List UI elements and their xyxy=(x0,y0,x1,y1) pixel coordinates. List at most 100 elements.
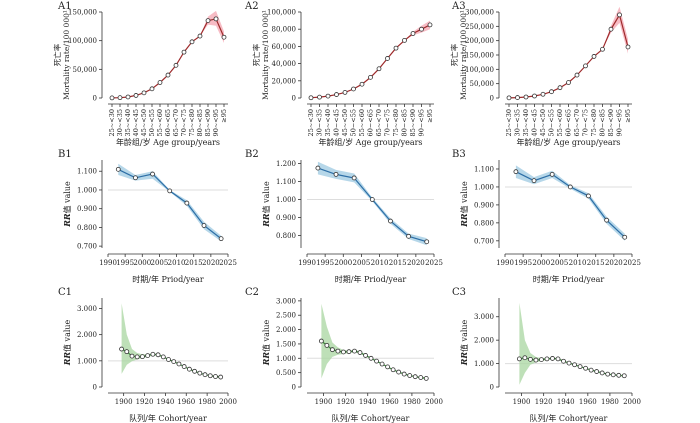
data-point xyxy=(115,166,121,172)
data-point xyxy=(516,356,522,362)
y-tick-label: 50,000 xyxy=(470,80,495,88)
y-tick-label: 80,000 xyxy=(272,26,297,34)
y-axis-label-rest: 值 value xyxy=(62,319,72,352)
x-tick-label: 1960 xyxy=(579,398,597,406)
panel-label: C1 xyxy=(58,287,72,298)
data-point xyxy=(528,356,533,362)
x-tick-label: 65~<70 xyxy=(375,109,383,136)
x-tick-label: 25~<30 xyxy=(108,109,116,136)
y-tick-label: 200,000 xyxy=(465,37,494,45)
x-tick-label: 2000 xyxy=(219,398,237,406)
x-tick-label: 2000 xyxy=(334,259,352,267)
data-point xyxy=(133,93,139,98)
y-tick-label: 0.800 xyxy=(77,224,97,232)
data-point xyxy=(550,356,555,361)
y-tick-label: 0.500 xyxy=(276,369,296,377)
x-axis-label: 时期/年 Priod/year xyxy=(132,274,204,284)
x-tick-label: 2025 xyxy=(425,259,443,267)
data-point xyxy=(160,354,166,360)
data-point xyxy=(412,374,418,380)
data-point xyxy=(419,26,424,32)
data-point xyxy=(213,16,219,22)
data-point xyxy=(165,72,171,78)
x-tick-label: 1980 xyxy=(601,398,619,406)
y-tick-label: 60,000 xyxy=(272,43,297,51)
y-tick-label: 100,000 xyxy=(68,37,97,45)
x-axis-label: 年龄组/岁 Age group/years xyxy=(116,137,220,147)
y-axis-label-rest: 值 value xyxy=(62,181,72,214)
x-tick-label: 2025 xyxy=(623,259,641,267)
series-line xyxy=(310,24,431,99)
data-point xyxy=(315,165,321,171)
x-tick-label: 90~<95 xyxy=(418,109,426,136)
x-tick-label: 90~<95 xyxy=(212,109,220,136)
confidence-band xyxy=(118,163,222,242)
x-tick-label: 2005 xyxy=(353,259,371,267)
data-point xyxy=(308,95,314,101)
data-point xyxy=(567,184,573,190)
x-tick-label: 2005 xyxy=(151,259,169,267)
data-point xyxy=(539,357,544,362)
x-tick-label: 1990 xyxy=(99,259,117,267)
x-axis-label: 年龄组/岁 Age group/years xyxy=(318,137,422,147)
x-tick-label: 1980 xyxy=(198,398,216,406)
y-tick-label: 100,000 xyxy=(267,9,296,17)
x-tick-label: 2020 xyxy=(407,259,425,267)
series-line xyxy=(321,340,427,379)
data-point xyxy=(141,90,147,96)
y-axis-label-en: Mortality rate/100 000¹ xyxy=(459,10,468,100)
data-point xyxy=(625,44,631,50)
data-point xyxy=(134,354,140,360)
x-tick-label: 55~<60 xyxy=(358,109,366,136)
y-axis-label: RR值 value xyxy=(261,319,271,366)
y-axis-label: RR值 value xyxy=(459,181,469,228)
data-point xyxy=(406,233,412,239)
confidence-band xyxy=(121,303,221,379)
data-point xyxy=(616,372,622,378)
data-point xyxy=(184,200,190,206)
x-tick-label: 25~<30 xyxy=(307,109,315,136)
data-point xyxy=(157,80,163,85)
y-tick-label: 0.800 xyxy=(276,232,296,240)
data-point xyxy=(566,360,572,366)
y-tick-label: 1.000 xyxy=(77,186,97,194)
data-point xyxy=(359,81,365,87)
panel-b3: B3 0.700 0.800 0.900 1.000 1.100 RR值 value 1990… xyxy=(452,149,641,284)
panel-label: B2 xyxy=(245,149,259,160)
x-tick-label: 70~<75 xyxy=(582,109,590,136)
x-tick-label: 30~<35 xyxy=(116,109,124,136)
x-tick-label: 45~<50 xyxy=(539,109,547,136)
data-point xyxy=(522,355,528,361)
y-tick-label: 250,000 xyxy=(465,23,494,31)
y-axis-label-cn: 死亡率 xyxy=(52,43,62,66)
panel-label: A3 xyxy=(451,1,466,12)
y-tick-label: 1.000 xyxy=(474,183,494,191)
x-tick-label: 2000 xyxy=(425,398,443,406)
x-tick-label: 30~<35 xyxy=(514,109,522,136)
x-tick-label: 40~<45 xyxy=(132,109,140,136)
data-point xyxy=(333,171,339,177)
x-tick-label: 75~<80 xyxy=(590,109,598,136)
y-tick-label: 150,000 xyxy=(68,9,97,17)
y-tick-label: 1.100 xyxy=(77,168,97,176)
x-axis-label: 队列/年 Cohort/year xyxy=(129,413,207,423)
data-point xyxy=(325,93,331,99)
data-point xyxy=(393,45,399,51)
data-point xyxy=(368,355,374,361)
x-tick-label: 70~<75 xyxy=(384,109,392,136)
data-point xyxy=(622,234,628,240)
data-point xyxy=(402,37,407,43)
data-point xyxy=(197,33,203,39)
x-tick-label: 2005 xyxy=(551,259,569,267)
data-point xyxy=(388,218,393,224)
panel-c3: C3 0 1.000 2.000 3.000 RR值 value 1900 1920 1940 1… xyxy=(452,287,641,423)
x-tick-label: 35~<40 xyxy=(324,109,332,136)
series-line xyxy=(317,167,427,243)
data-point xyxy=(324,342,330,348)
x-tick-label: 2020 xyxy=(202,259,220,267)
x-tick-label: 60~<65 xyxy=(164,109,172,136)
x-tick-label: 45~<50 xyxy=(341,109,349,136)
data-point xyxy=(390,367,396,373)
